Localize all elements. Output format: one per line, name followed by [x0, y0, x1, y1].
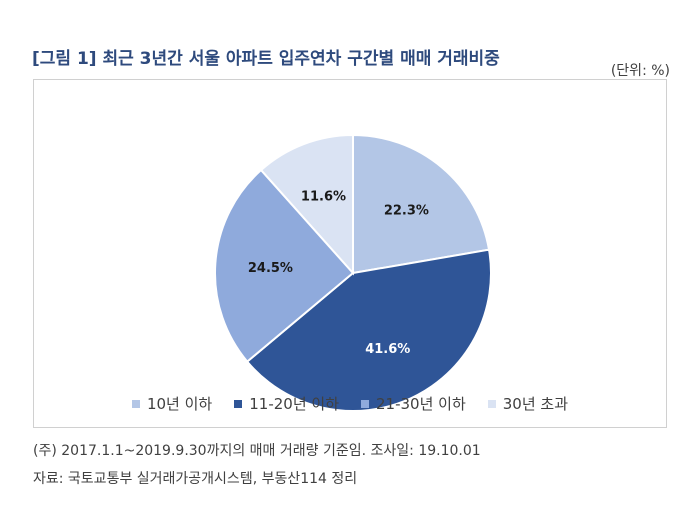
pie-slice-3 — [214, 168, 355, 364]
unit-label: (단위: %) — [610, 63, 670, 79]
legend-swatch — [234, 399, 243, 408]
chart-title: [그림 1] 최근 3년간 서울 아파트 입주연차 구간별 매매 거래비중 — [32, 49, 500, 69]
pie-chart: 22.3% 41.6% 24.5% 11.6% — [214, 133, 492, 412]
data-label-1: 22.3% — [384, 204, 429, 219]
legend-swatch — [131, 399, 140, 408]
legend-item-4: 30년 초과 — [487, 393, 569, 414]
footnote-note: (주) 2017.1.1~2019.9.30까지의 매매 거래량 기준임. 조사… — [33, 443, 481, 459]
footnote-source: 자료: 국토교통부 실거래가공개시스템, 부동산114 정리 — [33, 471, 358, 487]
data-label-4: 11.6% — [301, 190, 346, 205]
data-label-3: 24.5% — [248, 261, 293, 276]
legend-label: 30년 초과 — [502, 395, 569, 413]
legend-label: 11-20년 이하 — [249, 395, 339, 413]
pie-slice-4 — [259, 133, 354, 276]
legend-label: 21-30년 이하 — [376, 395, 466, 413]
legend-item-1: 10년 이하 — [131, 393, 213, 414]
legend-label: 10년 이하 — [146, 395, 213, 413]
legend-item-2: 11-20년 이하 — [234, 393, 339, 414]
legend-swatch — [361, 399, 369, 408]
chart-legend: 10년 이하 11-20년 이하 21-30년 이하 30년 초과 — [34, 393, 666, 414]
chart-area: 22.3% 41.6% 24.5% 11.6% 10년 이하 11-20년 이하 21-3… — [33, 79, 667, 428]
data-label-2: 41.6% — [365, 342, 410, 357]
legend-swatch — [487, 399, 496, 408]
pie-slice-1 — [352, 133, 491, 275]
pie-slice-2 — [245, 248, 492, 412]
legend-item-3: 21-30년 이하 — [361, 393, 466, 414]
